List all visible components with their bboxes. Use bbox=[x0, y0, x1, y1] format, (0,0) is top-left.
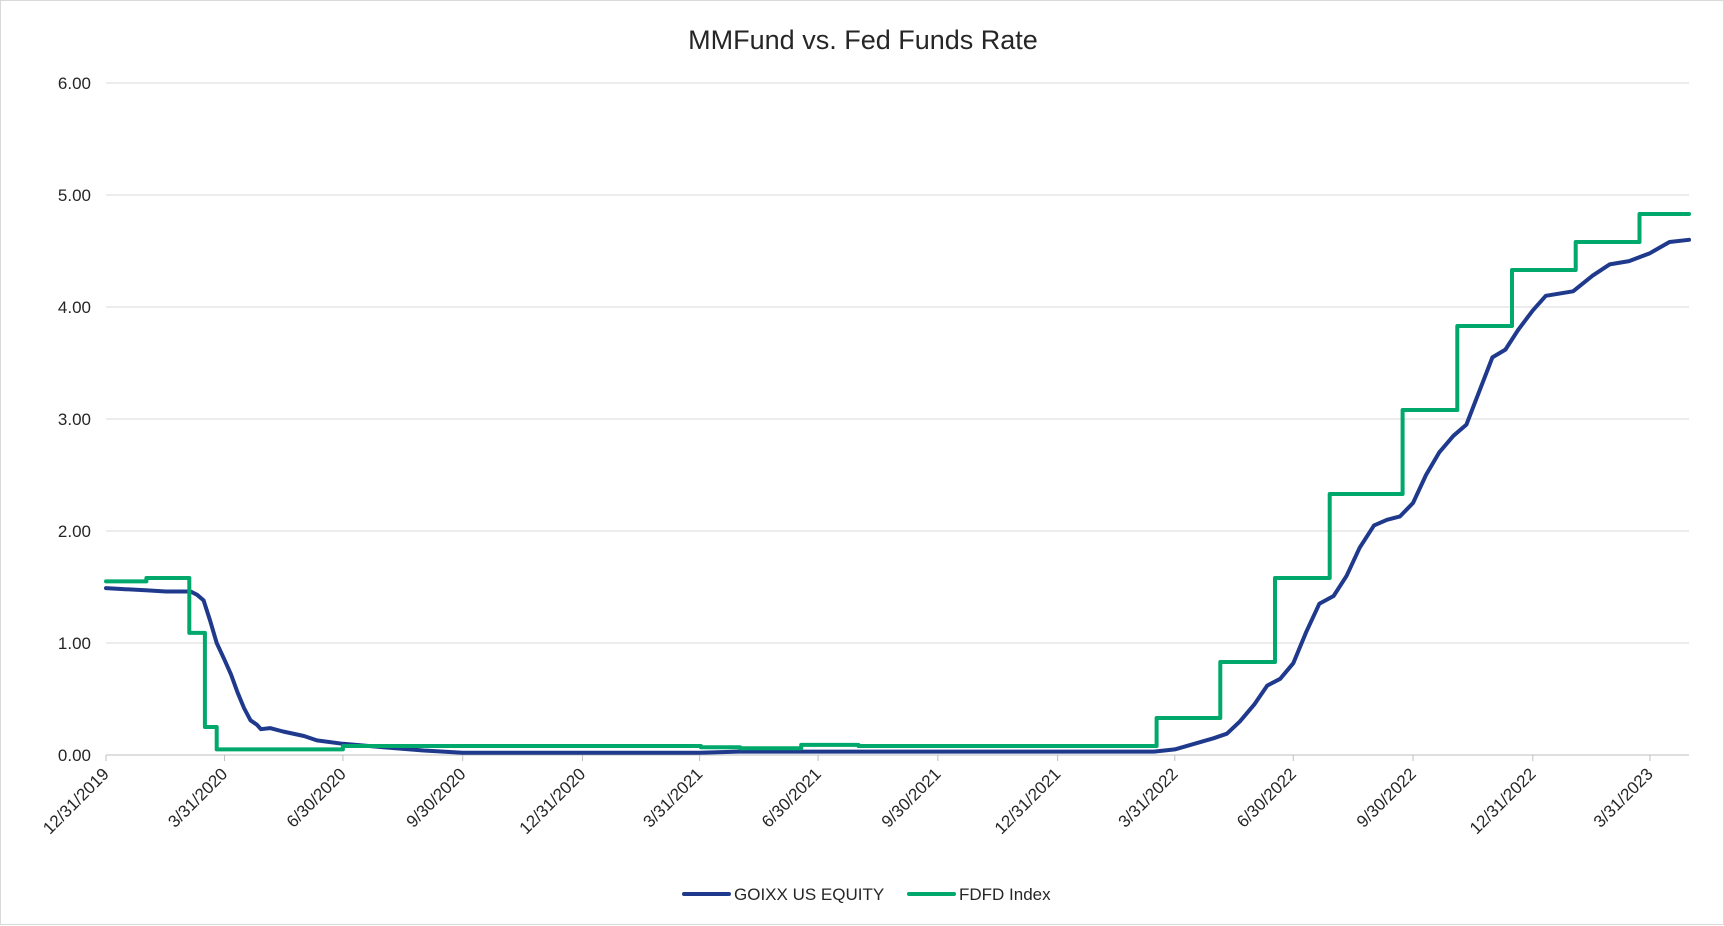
y-tick-label: 4.00 bbox=[58, 298, 91, 317]
x-tick-label: 9/30/2020 bbox=[403, 764, 470, 831]
x-tick-label: 12/31/2022 bbox=[1466, 764, 1540, 838]
y-tick-label: 0.00 bbox=[58, 746, 91, 765]
legend-item-goixx: GOIXX US EQUITY bbox=[682, 885, 884, 904]
x-tick-label: 3/31/2021 bbox=[640, 764, 707, 831]
x-tick-label: 12/31/2020 bbox=[516, 764, 590, 838]
x-tick-label: 6/30/2022 bbox=[1233, 764, 1300, 831]
legend-label: FDFD Index bbox=[959, 885, 1051, 904]
x-tick-label: 9/30/2021 bbox=[878, 764, 945, 831]
x-tick-label: 3/31/2023 bbox=[1590, 764, 1657, 831]
legend-item-fdfd: FDFD Index bbox=[907, 885, 1051, 904]
series-line-goixx bbox=[104, 237, 1691, 755]
x-tick-label: 6/30/2021 bbox=[758, 764, 825, 831]
legend: GOIXX US EQUITY FDFD Index bbox=[682, 885, 1051, 904]
x-tick-label: 12/31/2019 bbox=[39, 764, 113, 838]
x-tick-label: 6/30/2020 bbox=[283, 764, 350, 831]
series-line-fdfd bbox=[104, 212, 1691, 752]
gridlines bbox=[106, 82, 1689, 644]
x-tick-label: 9/30/2022 bbox=[1353, 764, 1420, 831]
y-tick-label: 6.00 bbox=[58, 74, 91, 93]
x-tick-label: 12/31/2021 bbox=[991, 764, 1065, 838]
x-axis bbox=[105, 754, 1689, 761]
y-tick-label: 3.00 bbox=[58, 410, 91, 429]
series-lines bbox=[104, 212, 1691, 755]
y-axis-tick-labels: 0.00 1.00 2.00 3.00 4.00 5.00 6.00 bbox=[58, 74, 91, 765]
x-axis-tick-labels: 12/31/2019 3/31/2020 6/30/2020 9/30/2020 12/… bbox=[39, 764, 1657, 838]
x-tick-label: 3/31/2022 bbox=[1115, 764, 1182, 831]
legend-label: GOIXX US EQUITY bbox=[734, 885, 884, 904]
y-tick-label: 2.00 bbox=[58, 522, 91, 541]
y-tick-label: 5.00 bbox=[58, 186, 91, 205]
chart-title: MMFund vs. Fed Funds Rate bbox=[688, 25, 1038, 55]
y-tick-label: 1.00 bbox=[58, 634, 91, 653]
x-tick-label: 3/31/2020 bbox=[164, 764, 231, 831]
